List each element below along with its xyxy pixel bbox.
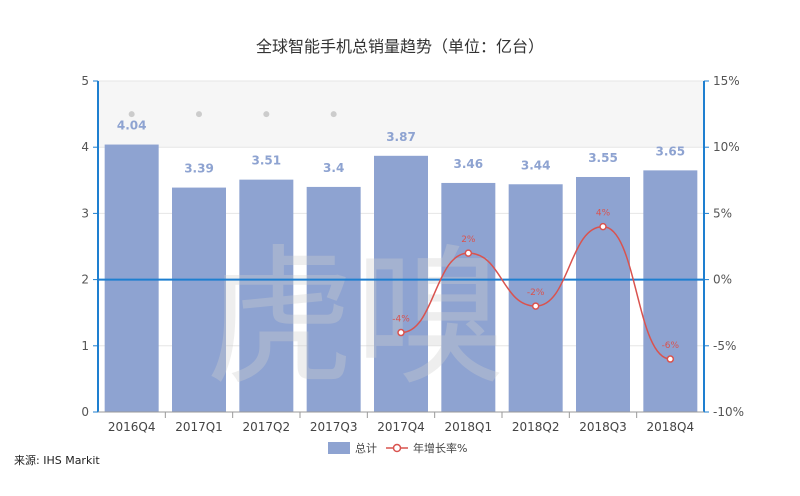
y-right-tick-label: -10% xyxy=(713,405,744,419)
x-tick-label: 2018Q1 xyxy=(445,420,493,434)
growth-point-2017Q4[interactable] xyxy=(397,328,405,337)
x-tick-label: 2017Q1 xyxy=(175,420,223,434)
chart-title: 全球智能手机总销量趋势（单位：亿台） xyxy=(256,37,544,56)
bar-value-label: 3.55 xyxy=(588,151,618,165)
growth-point-2018Q2[interactable] xyxy=(531,302,540,310)
x-tick-label: 2016Q4 xyxy=(108,420,156,434)
y-left-tick-label: 3 xyxy=(81,206,89,220)
legend-bar-label[interactable]: 总计 xyxy=(355,441,377,455)
y-left-tick-label: 4 xyxy=(81,140,89,154)
y-right-tick-label: 15% xyxy=(713,74,740,88)
y-left-tick-label: 1 xyxy=(81,339,89,353)
x-tick-label: 2017Q2 xyxy=(243,420,291,434)
bar-2017Q2[interactable] xyxy=(239,179,294,412)
growth-point-label: -4% xyxy=(392,315,410,325)
labels: 4.04 3.39 3.51 3.4 3.87 3.46 3.44 3.55 3.65 -4% 2%… xyxy=(117,119,685,351)
y-left-tick-label: 0 xyxy=(81,405,89,419)
bars xyxy=(104,144,698,412)
source-note: 来源: IHS Markit xyxy=(14,454,100,467)
growth-point-2018Q4[interactable] xyxy=(666,355,675,363)
empty-point xyxy=(128,111,135,118)
growth-line xyxy=(128,111,675,363)
growth-point-2018Q3[interactable] xyxy=(599,222,607,231)
y-right-tick-label: 5% xyxy=(713,206,732,220)
growth-line-path xyxy=(400,225,671,360)
watermark-text: 虎嗅 xyxy=(205,232,505,406)
bar-value-label: 3.65 xyxy=(656,144,686,158)
empty-point xyxy=(196,111,202,118)
bar-2017Q1[interactable] xyxy=(172,187,226,412)
bar-2018Q1[interactable] xyxy=(441,182,496,412)
legend-bar-swatch xyxy=(328,442,350,454)
bar-value-label: 3.51 xyxy=(252,154,282,168)
legend[interactable]: 总计 年增长率% xyxy=(328,441,467,455)
growth-point-label: -6% xyxy=(662,341,680,351)
x-tick-label: 2018Q4 xyxy=(647,420,695,434)
x-tick-label: 2017Q3 xyxy=(310,420,358,434)
x-tick-label: 2018Q2 xyxy=(512,420,560,434)
legend-line-label[interactable]: 年增长率% xyxy=(413,441,467,455)
x-tick-label: 2017Q4 xyxy=(377,420,425,434)
bar-2017Q4[interactable] xyxy=(374,155,428,412)
bar-value-label: 4.04 xyxy=(117,119,147,133)
y-left-tick-label: 5 xyxy=(81,74,89,88)
bar-value-label: 3.39 xyxy=(184,162,214,176)
bar-2016Q4[interactable] xyxy=(104,144,159,412)
axes: 0 1 2 3 4 5 -10% -5% 0% 5% 10% 15% 2016Q4 2017Q1 2017Q… xyxy=(81,74,744,434)
watermark: 虎嗅 xyxy=(205,232,505,406)
bar-value-label: 3.4 xyxy=(323,161,344,175)
x-tick-label: 2018Q3 xyxy=(579,420,627,434)
growth-point-label: 4% xyxy=(596,209,611,219)
y-left-tick-label: 2 xyxy=(81,273,89,287)
bar-2017Q3[interactable] xyxy=(306,186,361,412)
empty-point xyxy=(263,111,270,118)
bar-2018Q2[interactable] xyxy=(508,184,563,412)
growth-point-label: -2% xyxy=(527,288,545,298)
y-right-tick-label: 0% xyxy=(713,273,732,287)
bar-value-label: 3.87 xyxy=(386,130,416,144)
growth-point-label: 2% xyxy=(461,235,476,245)
y-right-tick-label: -5% xyxy=(713,339,736,353)
y-right-tick-label: 10% xyxy=(713,140,740,154)
empty-point xyxy=(330,111,337,118)
bar-2018Q3[interactable] xyxy=(576,176,630,412)
bar-value-label: 3.44 xyxy=(521,158,551,172)
growth-point-2018Q1[interactable] xyxy=(464,249,473,257)
bar-value-label: 3.46 xyxy=(454,157,484,171)
bar-2018Q4[interactable] xyxy=(643,170,698,412)
legend-line-marker xyxy=(392,443,402,453)
